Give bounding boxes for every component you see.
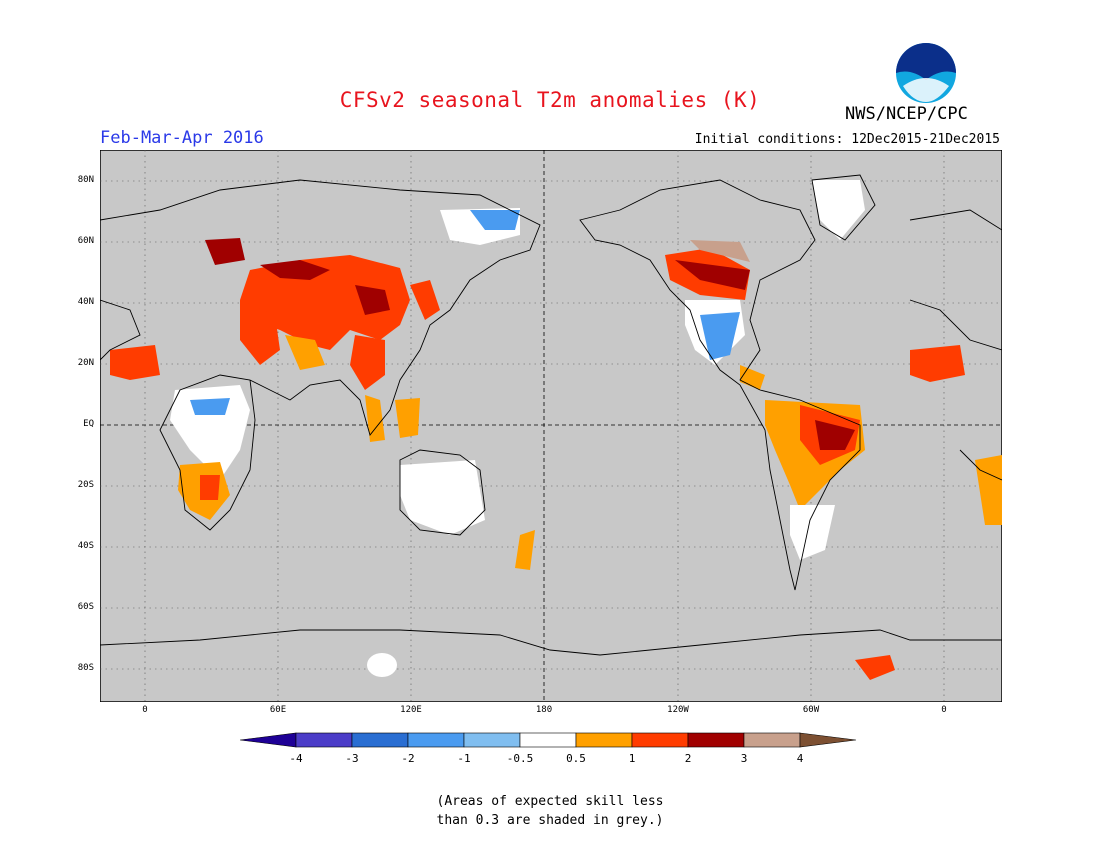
colorbar-tick-label: -1 bbox=[457, 752, 471, 765]
colorbar-segment bbox=[519, 732, 577, 748]
colorbar-segment bbox=[743, 732, 801, 748]
skill-note-line: (Areas of expected skill less bbox=[436, 794, 664, 809]
colorbar-tick-label: -0.5 bbox=[506, 752, 534, 765]
lon-label: 60W bbox=[802, 705, 820, 715]
chart-title: CFSv2 seasonal T2m anomalies (K) bbox=[339, 88, 761, 112]
lon-label: 0 bbox=[142, 705, 148, 715]
lat-label: 20S bbox=[77, 480, 94, 490]
colorbar-segment bbox=[463, 732, 521, 748]
colorbar-tick-label: -3 bbox=[345, 752, 359, 765]
colorbar-segment bbox=[351, 732, 409, 748]
colorbar-segment bbox=[687, 732, 745, 748]
lon-label: 0 bbox=[941, 705, 947, 715]
coastlines bbox=[100, 174, 1002, 656]
lat-label: 40N bbox=[77, 297, 94, 307]
organization-label: NWS/NCEP/CPC bbox=[845, 104, 968, 124]
colorbar-tick-label: 2 bbox=[684, 752, 692, 765]
lon-label: 120W bbox=[667, 705, 689, 715]
skill-note: (Areas of expected skill less than 0.3 a… bbox=[0, 792, 1100, 830]
colorbar-tick-label: 0.5 bbox=[566, 752, 586, 765]
colorbar-tick-label: -4 bbox=[289, 752, 303, 765]
lon-label: 60E bbox=[269, 705, 287, 715]
colorbar-segment bbox=[240, 732, 297, 748]
lat-label: 80S bbox=[77, 663, 94, 673]
lon-label: 180 bbox=[535, 705, 553, 715]
colorbar-segment bbox=[799, 732, 857, 748]
colorbar-tick-label: 1 bbox=[628, 752, 636, 765]
noaa-logo-icon bbox=[894, 41, 958, 105]
colorbar-segment bbox=[575, 732, 633, 748]
colorbar-tick-label: 4 bbox=[796, 752, 804, 765]
lat-label: EQ bbox=[83, 419, 94, 429]
lat-label: 60S bbox=[77, 602, 94, 612]
lat-label: 80N bbox=[77, 175, 94, 185]
lat-label: 40S bbox=[77, 541, 94, 551]
colorbar-segment bbox=[631, 732, 689, 748]
colorbar-tick-label: -2 bbox=[401, 752, 415, 765]
forecast-period: Feb-Mar-Apr 2016 bbox=[100, 128, 264, 148]
initial-conditions: Initial conditions: 12Dec2015-21Dec2015 bbox=[694, 132, 1000, 147]
colorbar-tick-label: 3 bbox=[740, 752, 748, 765]
lat-label: 20N bbox=[77, 358, 94, 368]
lon-label: 120E bbox=[400, 705, 422, 715]
colorbar bbox=[240, 732, 857, 748]
colorbar-segment bbox=[407, 732, 465, 748]
colorbar-segment bbox=[295, 732, 353, 748]
skill-note-line: than 0.3 are shaded in grey.) bbox=[436, 813, 664, 828]
lat-label: 60N bbox=[77, 236, 94, 246]
world-anomaly-map bbox=[100, 150, 1002, 702]
anomaly-fields bbox=[110, 180, 1002, 680]
